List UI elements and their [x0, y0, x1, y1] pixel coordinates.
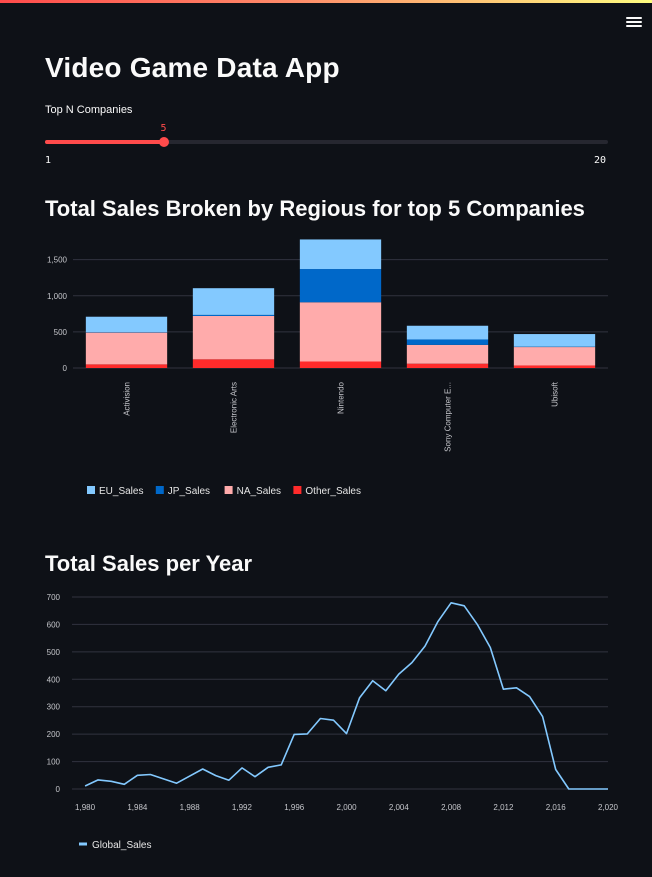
y-tick-label: 0 [63, 364, 68, 373]
y-tick-label: 1,500 [47, 256, 68, 265]
x-tick-label: 1,992 [232, 803, 253, 812]
sales-per-year-line-chart: 0 100 200 300 400 500 600 700 1,980 1,984 1,988 1,9… [47, 593, 619, 851]
series-line [84, 601, 608, 790]
x-tick-label: Nintendo [337, 381, 346, 414]
top-n-slider[interactable]: 5 [45, 123, 608, 147]
x-tick-label: Sony Computer E... [444, 382, 453, 452]
x-tick-label: Ubisoft [551, 381, 560, 407]
y-tick-label: 500 [54, 328, 68, 337]
top-decoration-bar [0, 0, 652, 3]
bar-segment [299, 239, 382, 270]
bar-segment [192, 314, 275, 316]
x-tick-label: 2,008 [441, 803, 462, 812]
hamburger-menu-icon[interactable] [626, 14, 642, 30]
y-tick-label: 200 [47, 730, 61, 739]
y-tick-label: 1,000 [47, 292, 68, 301]
slider-thumb[interactable] [158, 137, 169, 147]
sales-by-region-bar-chart: 0 500 1,000 1,500 Activision Electronic Arts N… [47, 239, 608, 497]
y-tick-label: 0 [56, 785, 61, 794]
page-title: Video Game Data App [45, 52, 340, 83]
bar-segment [192, 359, 275, 368]
y-tick-label: 700 [47, 593, 61, 602]
legend-swatch [87, 486, 95, 494]
bar-segment [192, 316, 275, 360]
y-tick-label: 500 [47, 648, 61, 657]
legend-label: EU_Sales [99, 486, 143, 497]
bar-segment [299, 302, 382, 362]
legend-label: NA_Sales [237, 486, 281, 497]
x-tick-label: Activision [123, 382, 132, 416]
bar-chart-title: Total Sales Broken by Regious for top 5 … [45, 196, 585, 221]
slider-max-label: 20 [594, 155, 607, 166]
y-tick-label: 400 [47, 675, 61, 684]
bar-segment [406, 325, 489, 340]
y-tick-label: 100 [47, 758, 61, 767]
x-tick-label: 2,004 [389, 803, 410, 812]
x-tick-label: 2,012 [493, 803, 514, 812]
bar-segment [85, 316, 168, 333]
x-tick-label: 1,996 [284, 803, 305, 812]
slider-min-label: 1 [45, 155, 52, 166]
line-chart-title: Total Sales per Year [45, 551, 253, 576]
bar-segment [299, 269, 382, 303]
bar-segment [406, 363, 489, 368]
bar-segment [513, 365, 596, 368]
legend-swatch [224, 486, 233, 494]
x-tick-label: 2,000 [337, 803, 358, 812]
slider-fill [45, 140, 164, 144]
x-tick-label: 2,020 [598, 803, 619, 812]
bar-segment [85, 332, 168, 365]
legend-label: JP_Sales [168, 486, 210, 497]
bar-segment [85, 364, 168, 368]
bar-segment [406, 344, 489, 364]
legend-label: Global_Sales [92, 840, 151, 851]
slider-current-value: 5 [160, 123, 167, 134]
y-tick-label: 300 [47, 703, 61, 712]
x-tick-label: 1,980 [75, 803, 96, 812]
bar-segment [513, 347, 596, 366]
legend-swatch [155, 486, 164, 494]
slider-label: Top N Companies [45, 104, 133, 116]
x-tick-label: Electronic Arts [230, 382, 239, 433]
legend-label: Other_Sales [305, 486, 361, 497]
bar-segment [192, 288, 275, 315]
x-tick-label: 2,016 [546, 803, 567, 812]
bar-segment [513, 334, 596, 347]
x-tick-label: 1,988 [180, 803, 201, 812]
y-tick-label: 600 [47, 620, 61, 629]
x-tick-label: 1,984 [127, 803, 148, 812]
bar-segment [406, 339, 489, 345]
legend-swatch [293, 486, 302, 494]
bar-segment [299, 361, 382, 368]
